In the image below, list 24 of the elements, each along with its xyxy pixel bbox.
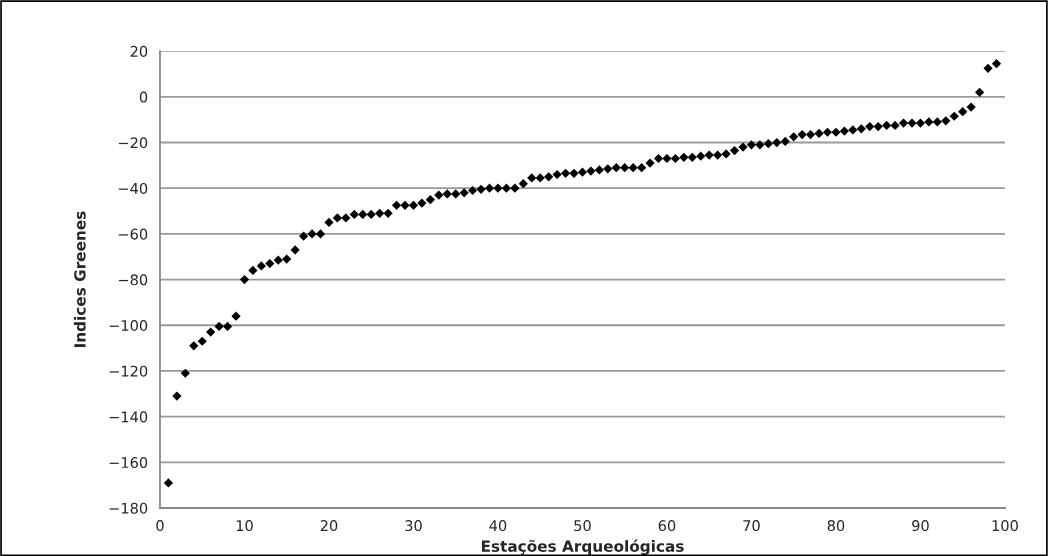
y-tick-label: −120	[109, 365, 148, 377]
y-tick-label: −140	[109, 411, 148, 423]
x-tick-label: 100	[992, 520, 1018, 532]
y-tick-label: −100	[109, 319, 148, 332]
x-tick-label: 40	[489, 520, 507, 532]
y-tick-label: −60	[118, 228, 148, 240]
x-tick-label: 0	[156, 520, 164, 532]
x-tick-label: 60	[658, 520, 676, 532]
y-tick-label: −160	[109, 457, 148, 469]
x-tick-label: 80	[827, 520, 845, 532]
y-tick-label: −180	[109, 502, 148, 514]
x-axis-title: Estações Arqueológicas	[481, 539, 684, 556]
y-tick-label: −40	[118, 182, 148, 194]
y-tick-label: 0	[139, 91, 148, 103]
x-tick-label: 10	[236, 520, 253, 532]
y-tick-label: −20	[118, 137, 148, 149]
y-axis-title: Indices Greenes	[73, 211, 86, 348]
y-tick-label: 20	[130, 45, 148, 57]
x-tick-label: 50	[574, 520, 591, 532]
x-tick-label: 30	[405, 520, 422, 532]
x-tick-label: 20	[320, 520, 338, 532]
y-tick-label: −80	[118, 274, 148, 286]
x-tick-label: 70	[743, 520, 760, 532]
x-tick-label: 90	[912, 520, 929, 532]
